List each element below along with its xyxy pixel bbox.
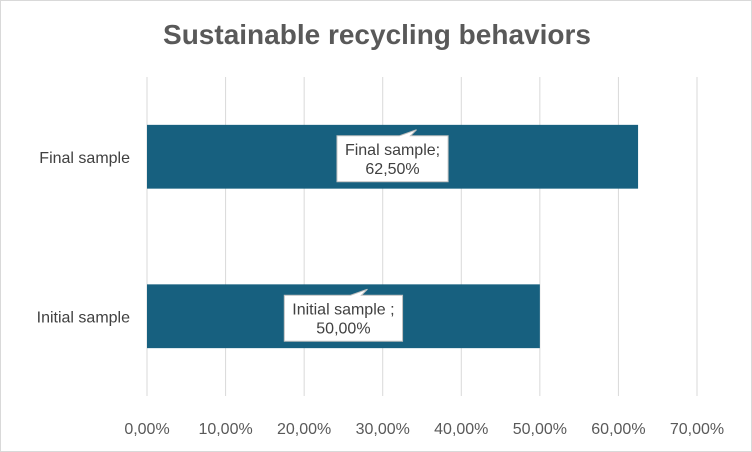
x-tick-labels: 0,00% 10,00% 20,00% 30,00% 40,00% 50,00% 60,00… [124,421,724,438]
data-label-value: 50,00% [316,320,370,337]
x-tick-label: 60,00% [591,421,645,438]
category-label: Initial sample [37,309,130,326]
category-label: Final sample [39,150,130,167]
data-labels: Initial sample ; 50,00% Final sample; 62,50… [283,129,449,342]
chart-title: Sustainable recycling behaviors [163,19,591,50]
x-tick-label: 30,00% [356,421,410,438]
x-tick-label: 0,00% [124,421,169,438]
category-labels: Initial sample Final sample [37,150,130,327]
data-label-category: Initial sample ; [292,301,394,318]
x-tick-label: 70,00% [670,421,724,438]
x-tick-label: 40,00% [434,421,488,438]
data-label: Final sample; 62,50% [336,129,449,183]
x-tick-label: 20,00% [277,421,331,438]
x-tick-label: 50,00% [513,421,567,438]
data-label-category: Final sample; [345,142,440,159]
data-label-box [283,288,404,342]
data-label: Initial sample ; 50,00% [283,288,404,342]
data-label-box [336,129,449,183]
x-tick-label: 10,00% [198,421,252,438]
data-label-value: 62,50% [365,161,419,178]
